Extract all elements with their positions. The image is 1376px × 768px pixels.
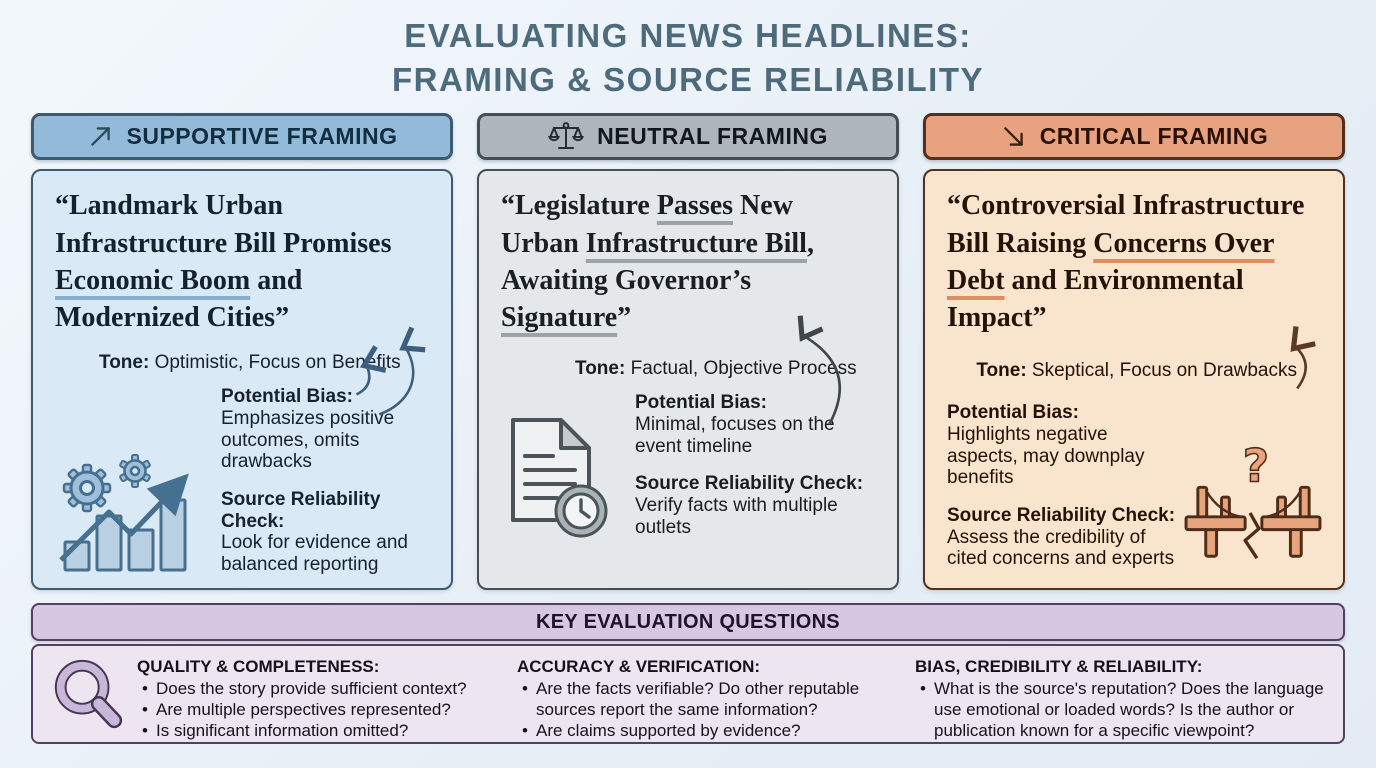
question-group-bias-title: BIAS, CREDIBILITY & RELIABILITY: — [915, 657, 1203, 677]
page-title-line2: FRAMING & SOURCE RELIABILITY — [392, 61, 984, 99]
neutral-framing-header: NEUTRAL FRAMING — [477, 113, 899, 161]
column-supportive-framing: SUPPORTIVE FRAMING “Landmark Urban Infra… — [31, 113, 453, 591]
balance-scale-icon — [548, 122, 585, 149]
neutral-info-row: Potential Bias: Minimal, focuses on the e… — [501, 392, 877, 538]
broken-bridge-question-icon: ? — [1184, 442, 1322, 560]
supportive-info-row: Potential Bias: Emphasizes positive outco… — [55, 386, 431, 575]
key-evaluation-body: QUALITY & COMPLETENESS: Does the story p… — [31, 644, 1345, 745]
page-title-line1: EVALUATING NEWS HEADLINES: — [404, 17, 972, 54]
neutral-check: Source Reliability Check: Verify facts wi… — [635, 473, 864, 538]
magnifier-icon-wrap — [45, 653, 131, 738]
neutral-headline: “Legislature Passes New Urban Infrastruc… — [501, 190, 814, 334]
gears-growth-chart-icon — [59, 453, 189, 572]
column-critical-framing: CRITICAL FRAMING “Controversial Infrastr… — [923, 113, 1345, 591]
question-group-bias-list: What is the source's reputation? Does th… — [915, 678, 1327, 742]
critical-tone: Tone: Skeptical, Focus on Drawbacks — [976, 360, 1297, 382]
svg-text:?: ? — [1243, 442, 1269, 492]
neutral-framing-panel: “Legislature Passes New Urban Infrastruc… — [477, 169, 899, 591]
column-neutral-framing: NEUTRAL FRAMING “Legislature Passes New … — [477, 113, 899, 591]
neutral-bias: Potential Bias: Minimal, focuses on the e… — [635, 392, 835, 457]
question-group-quality-list: Does the story provide sufficient contex… — [137, 678, 503, 742]
neutral-blocks: Potential Bias: Minimal, focuses on the e… — [635, 392, 870, 538]
critical-blocks: Potential Bias: Highlights negative aspec… — [947, 402, 1183, 570]
critical-bias: Potential Bias: Highlights negative aspec… — [947, 402, 1145, 489]
supportive-framing-panel: “Landmark Urban Infrastructure Bill Prom… — [31, 169, 453, 591]
document-clock-icon — [511, 418, 608, 538]
question-group-quality-title: QUALITY & COMPLETENESS: — [137, 657, 380, 677]
supportive-framing-header: SUPPORTIVE FRAMING — [31, 113, 453, 161]
framing-columns: SUPPORTIVE FRAMING “Landmark Urban Infra… — [0, 113, 1376, 591]
critical-framing-header-label: CRITICAL FRAMING — [1039, 123, 1269, 150]
supportive-check: Source Reliability Check: Look for eviden… — [221, 489, 408, 575]
supportive-tone: Tone: Optimistic, Focus on Benefits — [99, 352, 401, 374]
arrow-up-right-icon — [90, 127, 110, 147]
magnifier-icon — [54, 659, 123, 729]
supportive-blocks: Potential Bias: Emphasizes positive outco… — [221, 386, 431, 575]
neutral-tone: Tone: Factual, Objective Process — [575, 358, 857, 380]
neutral-framing-header-label: NEUTRAL FRAMING — [597, 123, 828, 150]
arrow-down-right-icon — [1003, 127, 1023, 147]
page-title: EVALUATING NEWS HEADLINES: FRAMING & SOU… — [0, 0, 1376, 102]
supportive-framing-header-label: SUPPORTIVE FRAMING — [126, 123, 398, 150]
question-group-accuracy-title: ACCURACY & VERIFICATION: — [517, 657, 761, 677]
supportive-headline: “Landmark Urban Infrastructure Bill Prom… — [55, 190, 392, 334]
question-group-accuracy: ACCURACY & VERIFICATION: Are the facts v… — [511, 653, 909, 741]
critical-check: Source Reliability Check: Assess the cred… — [947, 505, 1176, 570]
critical-headline: “Controversial Infrastructure Bill Raisi… — [947, 190, 1305, 334]
supportive-bias: Potential Bias: Emphasizes positive outco… — [221, 386, 395, 473]
critical-info-row: Potential Bias: Highlights negative aspec… — [947, 400, 1323, 570]
question-group-quality: QUALITY & COMPLETENESS: Does the story p… — [131, 653, 511, 741]
key-evaluation-header: KEY EVALUATION QUESTIONS — [31, 603, 1345, 642]
question-group-bias: BIAS, CREDIBILITY & RELIABILITY: What is… — [909, 653, 1335, 740]
critical-framing-header: CRITICAL FRAMING — [923, 113, 1345, 161]
critical-framing-panel: “Controversial Infrastructure Bill Raisi… — [923, 169, 1345, 591]
key-evaluation-section: KEY EVALUATION QUESTIONS QUALITY & COMPL… — [31, 603, 1345, 745]
question-group-accuracy-list: Are the facts verifiable? Do other reput… — [517, 678, 901, 742]
